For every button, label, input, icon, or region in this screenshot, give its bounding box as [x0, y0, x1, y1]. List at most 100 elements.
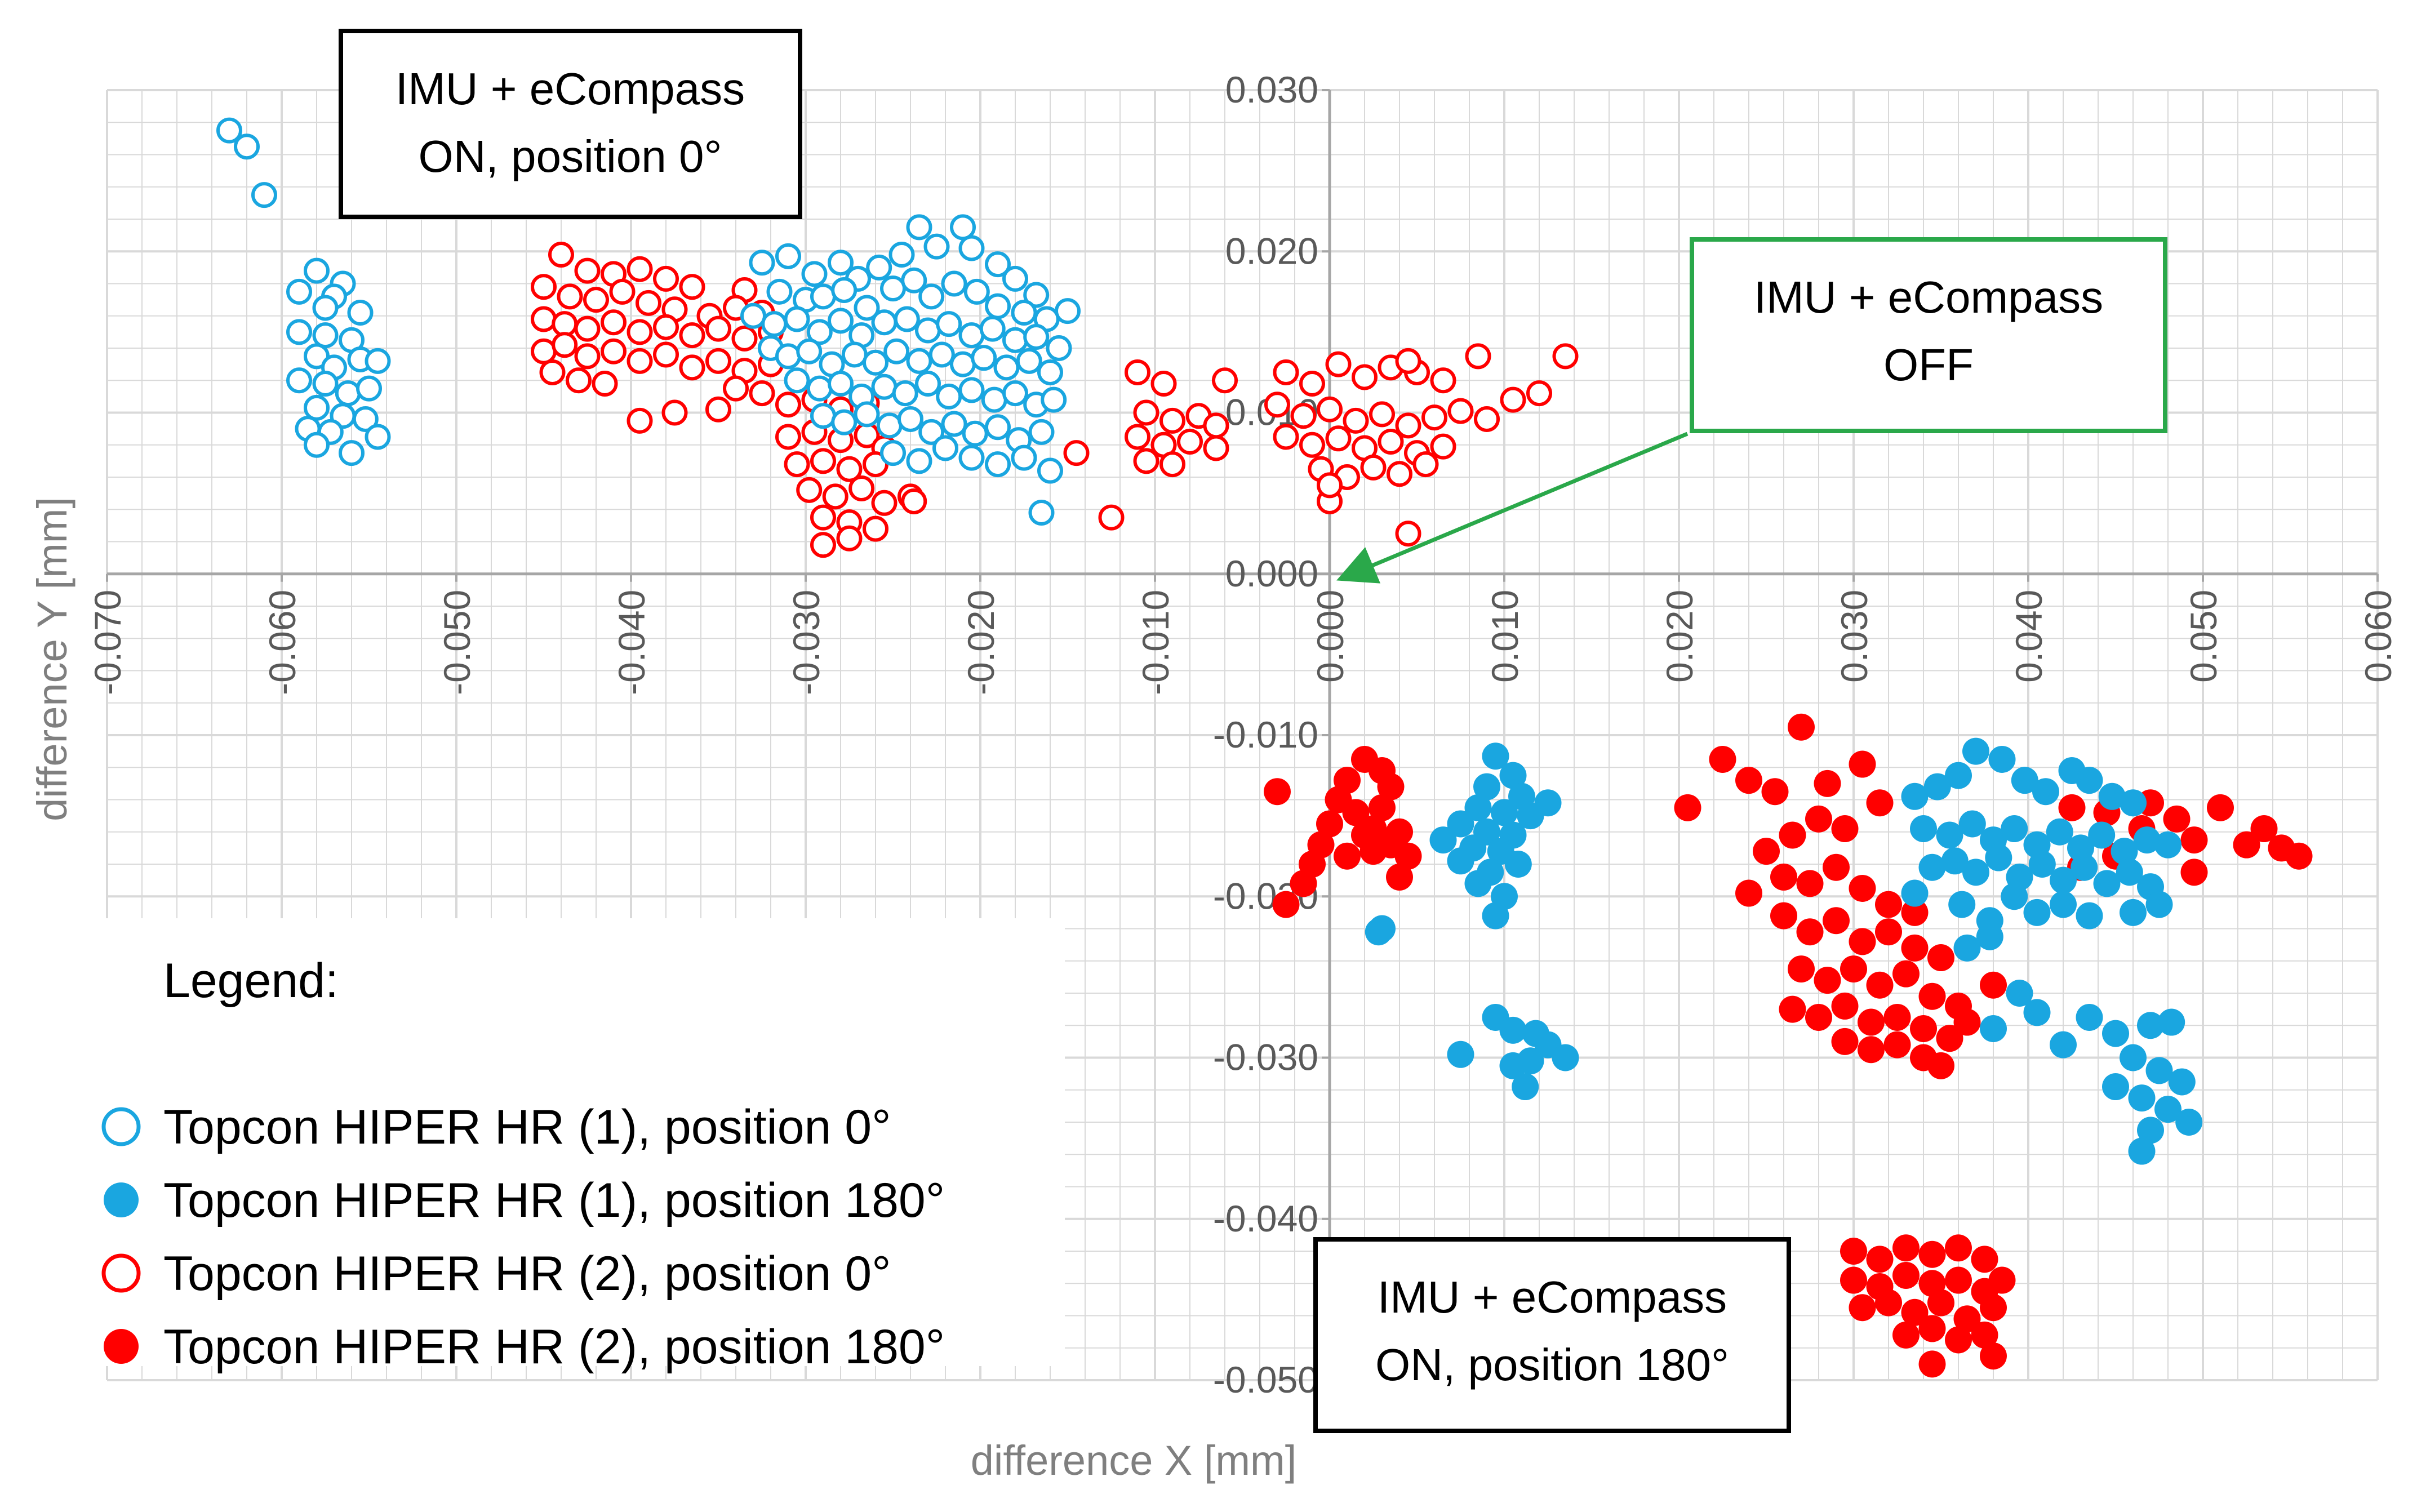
data-point [1918, 1350, 1946, 1378]
data-point [766, 278, 793, 305]
data-point [1343, 407, 1369, 434]
data-point [2098, 782, 2126, 810]
data-point [1735, 767, 1762, 794]
x-tick-labels: -0.070 -0.060 -0.050 -0.040 -0.030 -0.020 -0.0… [87, 573, 2399, 695]
data-point [2163, 805, 2191, 833]
data-point [1421, 404, 1447, 431]
data-point [958, 377, 985, 403]
data-point [2032, 778, 2059, 806]
x-tick-label: -0.010 [1135, 590, 1176, 695]
data-point [1369, 757, 1396, 784]
legend-item: Topcon HIPER HR (2), position 180° [104, 1320, 945, 1374]
data-point [627, 407, 653, 434]
data-point [1892, 960, 1920, 988]
data-point [1883, 1031, 1911, 1059]
data-point [1002, 327, 1028, 353]
data-point [2145, 891, 2173, 918]
data-point [1988, 745, 2016, 773]
data-point [962, 420, 988, 447]
data-point [1016, 348, 1042, 374]
data-point [2133, 826, 2161, 854]
data-point [854, 295, 880, 321]
data-point [1918, 1315, 1946, 1342]
data-point [1272, 891, 1300, 918]
data-point [2023, 899, 2051, 926]
data-point [636, 290, 661, 316]
data-point [1849, 750, 1876, 778]
data-point [2128, 1084, 2156, 1112]
data-point [1447, 810, 1474, 838]
data-point [1499, 1052, 1527, 1079]
data-point [653, 314, 679, 340]
data-point [1011, 444, 1037, 471]
data-point [548, 241, 574, 268]
annotation-line-2: OFF [1883, 340, 1974, 390]
data-point [347, 300, 374, 326]
data-point [1273, 424, 1299, 450]
legend-label: Topcon HIPER HR (2), position 180° [163, 1320, 945, 1374]
data-point [2233, 831, 2260, 859]
x-tick-label: -0.050 [436, 590, 478, 695]
series-0 [216, 117, 1081, 526]
x-tick-label: 0.040 [2008, 590, 2050, 683]
data-point [775, 243, 801, 269]
legend-label: Topcon HIPER HR (1), position 180° [163, 1173, 945, 1228]
data-point [609, 278, 636, 305]
data-point [932, 435, 958, 461]
legend-background [101, 918, 1065, 1366]
data-point [831, 409, 857, 435]
data-point [1948, 891, 1976, 918]
data-point [906, 214, 932, 241]
data-point [918, 419, 945, 445]
data-point [888, 241, 915, 268]
data-point [876, 412, 903, 439]
data-point [1814, 967, 1841, 994]
data-point [1875, 891, 1902, 918]
data-point [883, 338, 910, 364]
data-point [810, 283, 836, 310]
data-point [1299, 370, 1325, 397]
data-point [1779, 995, 1806, 1023]
data-point [1342, 799, 1370, 826]
data-point [1866, 971, 1894, 999]
data-point [1945, 1326, 1972, 1354]
data-point [985, 414, 1011, 441]
data-point [1788, 713, 1815, 741]
data-point [286, 319, 312, 345]
data-point [2006, 980, 2033, 1007]
data-point [963, 278, 990, 305]
data-point [749, 380, 775, 407]
data-point [1976, 923, 2003, 950]
data-point [1369, 401, 1395, 428]
data-point [1761, 778, 1789, 806]
y-tick-labels: 0.0300.0200.0100.000-0.010-0.020-0.030-0… [1213, 69, 1330, 1400]
data-point [1473, 773, 1500, 801]
data-point [365, 424, 391, 450]
data-point [705, 315, 731, 342]
data-point [1464, 870, 1492, 897]
data-point [2154, 831, 2181, 859]
data-point [918, 283, 945, 310]
data-point [601, 338, 627, 364]
data-point [1831, 815, 1859, 843]
data-point [335, 380, 361, 407]
data-point [863, 349, 888, 376]
data-point [801, 261, 828, 287]
data-point [1499, 762, 1527, 789]
data-point [1980, 1015, 2007, 1042]
x-tick-label: 0.010 [1484, 590, 1526, 683]
x-tick-label: -0.060 [261, 590, 303, 695]
data-point [2076, 767, 2103, 794]
data-point [1849, 874, 1876, 902]
data-point [1159, 451, 1185, 478]
annotation-box [1313, 1237, 1791, 1433]
data-point [828, 250, 854, 276]
data-point [796, 338, 823, 364]
data-point [1936, 821, 1963, 849]
data-point [1552, 343, 1579, 370]
data-point [828, 370, 854, 397]
data-point [731, 325, 758, 352]
data-point [1465, 343, 1491, 370]
data-point [1002, 265, 1028, 292]
data-point [1098, 504, 1125, 531]
